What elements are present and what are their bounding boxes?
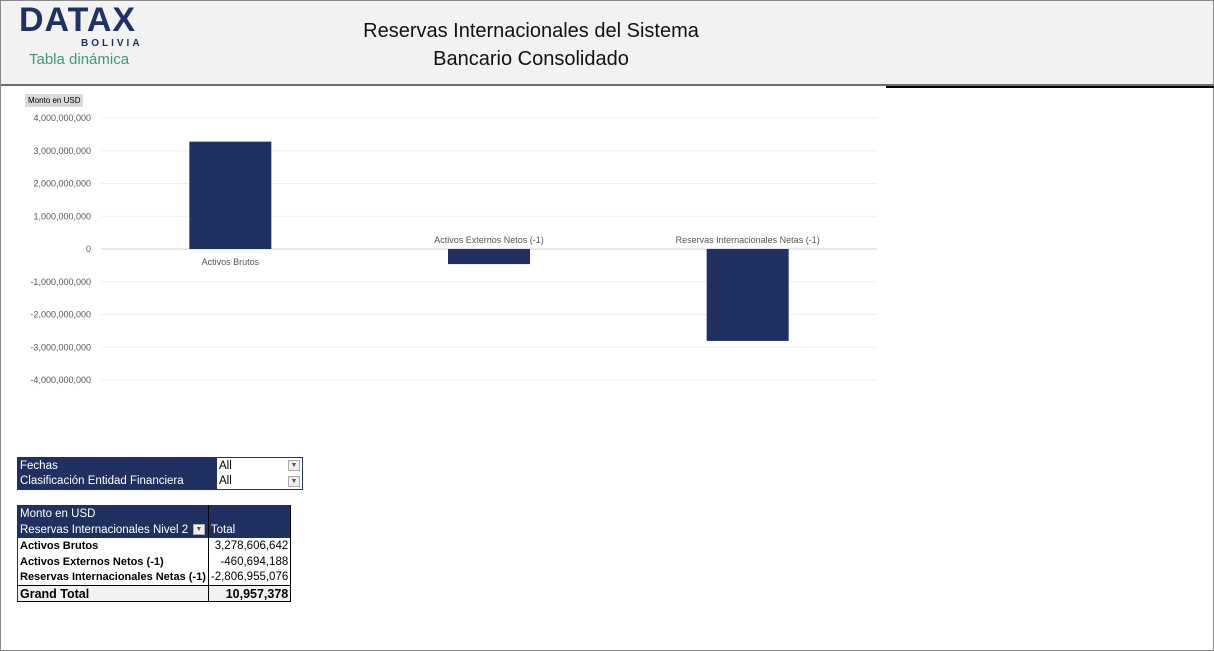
row-value[interactable]: -2,806,955,076 xyxy=(208,569,292,586)
grand-total-row: Grand Total 10,957,378 xyxy=(17,585,292,602)
dropdown-arrow-icon[interactable]: ▼ xyxy=(288,460,300,471)
logo: DATAX xyxy=(19,1,137,39)
filter-row: Fechas All ▼ xyxy=(17,457,303,474)
y-tick-label: -4,000,000,000 xyxy=(30,375,91,385)
y-axis-label-button[interactable]: Monto en USD xyxy=(25,94,84,107)
bar-chart: 4,000,000,000 3,000,000,000 2,000,000,000 1… xyxy=(30,113,877,385)
row-value[interactable]: 3,278,606,642 xyxy=(208,537,292,554)
y-tick-label: -3,000,000,000 xyxy=(30,342,91,352)
bar xyxy=(706,249,789,341)
filter-value[interactable]: All ▼ xyxy=(216,457,303,474)
table-row: Activos Externos Netos (-1) -460,694,188 xyxy=(17,553,292,570)
filter-row: Clasificación Entidad Financiera All ▼ xyxy=(17,473,303,490)
y-tick-label: -1,000,000,000 xyxy=(30,277,91,287)
pivot-header: Monto en USD xyxy=(17,505,209,522)
row-label[interactable]: Reservas Internacionales Netas (-1) xyxy=(17,569,209,586)
y-tick-label: 1,000,000,000 xyxy=(33,211,91,221)
col-header: Total xyxy=(208,521,292,538)
row-value[interactable]: -460,694,188 xyxy=(208,553,292,570)
y-tick-label: 2,000,000,000 xyxy=(33,179,91,189)
table-row: Reservas Internacionales Netas (-1) -2,80… xyxy=(17,569,292,586)
bar xyxy=(189,141,272,249)
row-label[interactable]: Activos Brutos xyxy=(17,537,209,554)
title-line-1: Reservas Internacionales del Sistema xyxy=(363,20,699,42)
y-tick-label: 4,000,000,000 xyxy=(33,113,91,123)
filter-value-text: All xyxy=(219,475,232,488)
pivot-table: Monto en USD Reservas Internacionales Ni… xyxy=(17,505,292,602)
y-tick-label: 3,000,000,000 xyxy=(33,146,91,156)
page-title: Reservas Internacionales del Sistema Ban… xyxy=(331,17,731,73)
dropdown-arrow-icon[interactable]: ▼ xyxy=(192,523,205,535)
grand-total-label: Grand Total xyxy=(17,585,209,602)
filter-value[interactable]: All ▼ xyxy=(216,473,303,490)
y-tick-label: -2,000,000,000 xyxy=(30,310,91,320)
row-header[interactable]: Reservas Internacionales Nivel 2 ▼ xyxy=(17,521,209,538)
pivot-filters: Fechas All ▼ Clasificación Entidad Financi… xyxy=(17,457,303,490)
x-category-label: Reservas Internacionales Netas (-1) xyxy=(676,235,820,245)
x-category-label: Activos Brutos xyxy=(202,257,260,267)
row-label[interactable]: Activos Externos Netos (-1) xyxy=(17,553,209,570)
table-row: Activos Brutos 3,278,606,642 xyxy=(17,537,292,554)
grand-total-value[interactable]: 10,957,378 xyxy=(208,585,292,602)
dropdown-arrow-icon[interactable]: ▼ xyxy=(288,475,300,487)
y-tick-label: 0 xyxy=(86,244,91,254)
title-line-2: Bancario Consolidado xyxy=(433,48,629,70)
row-header-text: Reservas Internacionales Nivel 2 xyxy=(20,523,189,536)
divider xyxy=(886,86,1214,88)
filter-label: Fechas xyxy=(20,459,58,472)
subtitle: Tabla dinámica xyxy=(29,51,130,68)
bar xyxy=(448,249,530,265)
logo-sub: BOLIVIA xyxy=(81,38,143,49)
filter-value-text: All xyxy=(219,459,232,472)
x-category-label: Activos Externos Netos (-1) xyxy=(434,235,544,245)
empty-cell xyxy=(208,505,292,522)
header: DATAX BOLIVIA Tabla dinámica Reservas In… xyxy=(1,1,1213,86)
filter-label: Clasificación Entidad Financiera xyxy=(20,475,184,488)
